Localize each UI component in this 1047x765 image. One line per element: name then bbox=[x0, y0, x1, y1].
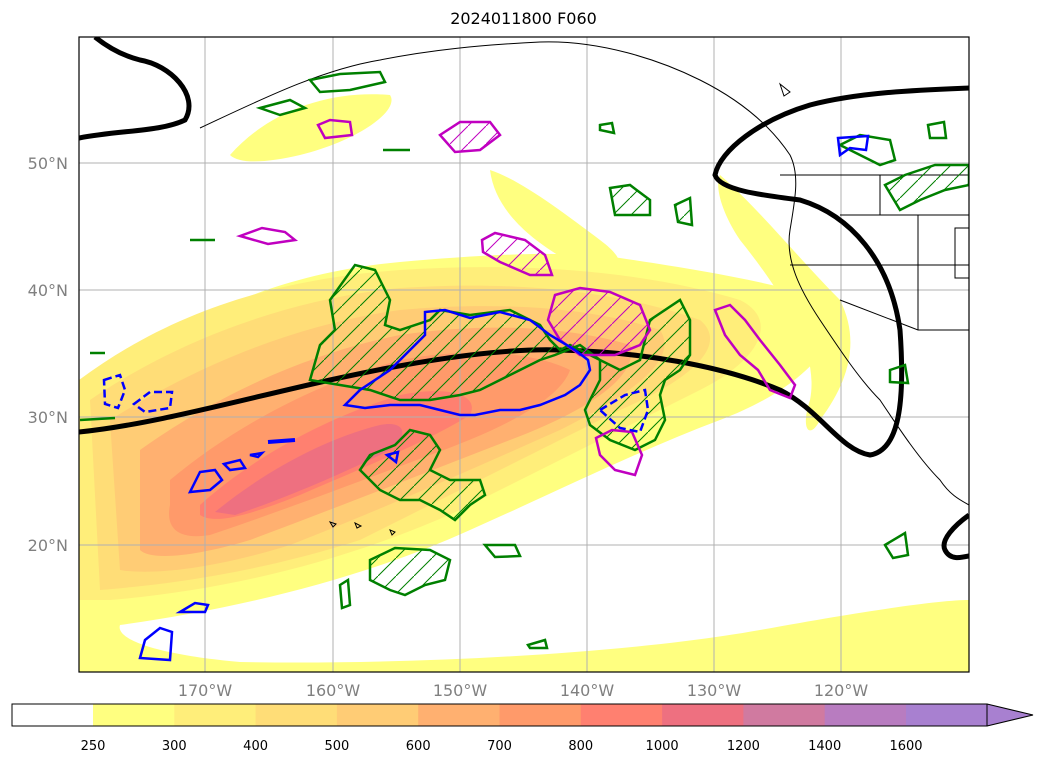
lat-label: 40°N bbox=[28, 281, 68, 300]
colorbar-cell bbox=[418, 704, 500, 726]
colorbar-cell bbox=[174, 704, 257, 726]
grid-lines bbox=[79, 37, 969, 672]
colorbar-tick-label: 1000 bbox=[646, 739, 679, 754]
colorbar-cell bbox=[499, 704, 582, 726]
colorbar-extend-arrow bbox=[987, 704, 1033, 726]
colorbar-frame bbox=[11, 703, 988, 727]
lon-label: 150°W bbox=[433, 681, 488, 700]
lat-axis-labels: 50°N 40°N 30°N 20°N bbox=[28, 154, 68, 555]
colorbar-tick-label: 700 bbox=[487, 739, 512, 754]
colorbar-tick-label: 1400 bbox=[808, 739, 841, 754]
colorbar: 250 300 400 500 600 700 800 1000 1200 1400 1600 bbox=[11, 703, 1034, 754]
colorbar-cell bbox=[662, 704, 744, 726]
map-panel bbox=[79, 37, 969, 672]
colorbar-tick-label: 300 bbox=[162, 739, 187, 754]
colorbar-tick-label: 1600 bbox=[889, 739, 922, 754]
lat-label: 20°N bbox=[28, 536, 68, 555]
lon-label: 130°W bbox=[687, 681, 742, 700]
colorbar-cell bbox=[336, 704, 419, 726]
lon-label: 160°W bbox=[306, 681, 361, 700]
map-title: 2024011800 F060 bbox=[450, 9, 597, 28]
magenta-contours bbox=[235, 118, 797, 477]
lat-label: 30°N bbox=[28, 408, 68, 427]
colorbar-cells bbox=[12, 704, 988, 726]
colorbar-tick-label: 800 bbox=[568, 739, 593, 754]
blue-contours bbox=[102, 134, 870, 662]
lon-label: 140°W bbox=[560, 681, 615, 700]
colorbar-cell bbox=[580, 704, 663, 726]
colorbar-tick-label: 400 bbox=[243, 739, 268, 754]
colorbar-cell bbox=[743, 704, 826, 726]
lat-label: 50°N bbox=[28, 154, 68, 173]
colorbar-tick-labels: 250 300 400 500 600 700 800 1000 1200 1400 1600 bbox=[81, 739, 923, 754]
lon-label: 170°W bbox=[178, 681, 233, 700]
colorbar-tick-label: 600 bbox=[406, 739, 431, 754]
colorbar-arrow-outline bbox=[986, 703, 1034, 727]
colorbar-cell bbox=[824, 704, 907, 726]
colorbar-cell bbox=[93, 704, 175, 726]
colorbar-tick-label: 500 bbox=[324, 739, 349, 754]
map-frame bbox=[78, 36, 970, 673]
colorbar-tick-label: 1200 bbox=[727, 739, 760, 754]
colorbar-cell bbox=[255, 704, 338, 726]
lon-label: 120°W bbox=[814, 681, 869, 700]
colorbar-tick-label: 250 bbox=[81, 739, 106, 754]
colorbar-cell bbox=[906, 704, 988, 726]
lon-axis-labels: 170°W 160°W 150°W 140°W 130°W 120°W bbox=[178, 681, 869, 700]
colorbar-cell bbox=[12, 704, 93, 726]
green-contours bbox=[79, 70, 969, 650]
